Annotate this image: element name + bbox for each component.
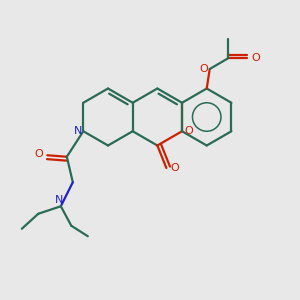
Text: N: N [55,195,64,205]
Text: O: O [34,149,43,159]
Text: N: N [74,126,82,136]
Text: O: O [170,163,179,173]
Text: O: O [184,126,193,136]
Text: O: O [200,64,208,74]
Text: O: O [252,53,261,64]
